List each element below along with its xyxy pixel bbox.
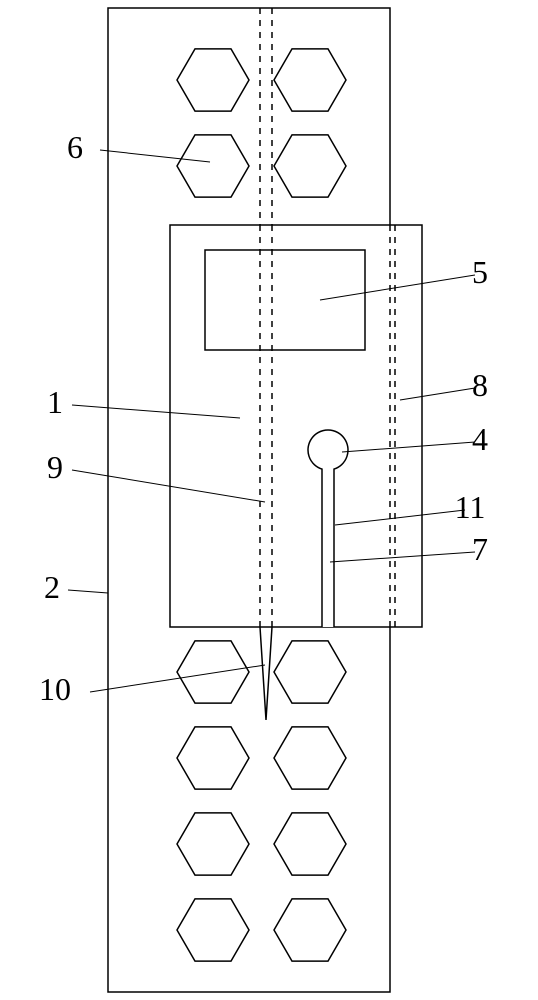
- callout-label: 11: [455, 489, 486, 525]
- leader-line: [68, 590, 108, 593]
- hexagon: [274, 135, 346, 197]
- callout-label: 8: [472, 367, 488, 403]
- hexagon: [274, 641, 346, 703]
- callout-label: 1: [47, 384, 63, 420]
- hexagon: [177, 641, 249, 703]
- hexagon: [177, 49, 249, 111]
- hexagon: [274, 813, 346, 875]
- leader-line: [100, 150, 210, 162]
- callout-label: 6: [67, 129, 83, 165]
- diagram-svg: 6 5 1 8 9 4 11 7 2 10: [0, 0, 538, 1000]
- callout-label: 7: [472, 531, 488, 567]
- inner-rect: [170, 225, 422, 627]
- hexagon: [177, 135, 249, 197]
- callout-label: 5: [472, 254, 488, 290]
- hexagon: [274, 49, 346, 111]
- hexagon: [274, 899, 346, 961]
- callout-label: 2: [44, 569, 60, 605]
- callout-label: 10: [39, 671, 71, 707]
- hexagon: [177, 899, 249, 961]
- leader-line: [90, 665, 265, 692]
- callout-label: 4: [472, 421, 488, 457]
- hexagon: [177, 813, 249, 875]
- hexagon: [177, 727, 249, 789]
- hexagon: [274, 727, 346, 789]
- callout-label: 9: [47, 449, 63, 485]
- needle-tip: [260, 627, 272, 720]
